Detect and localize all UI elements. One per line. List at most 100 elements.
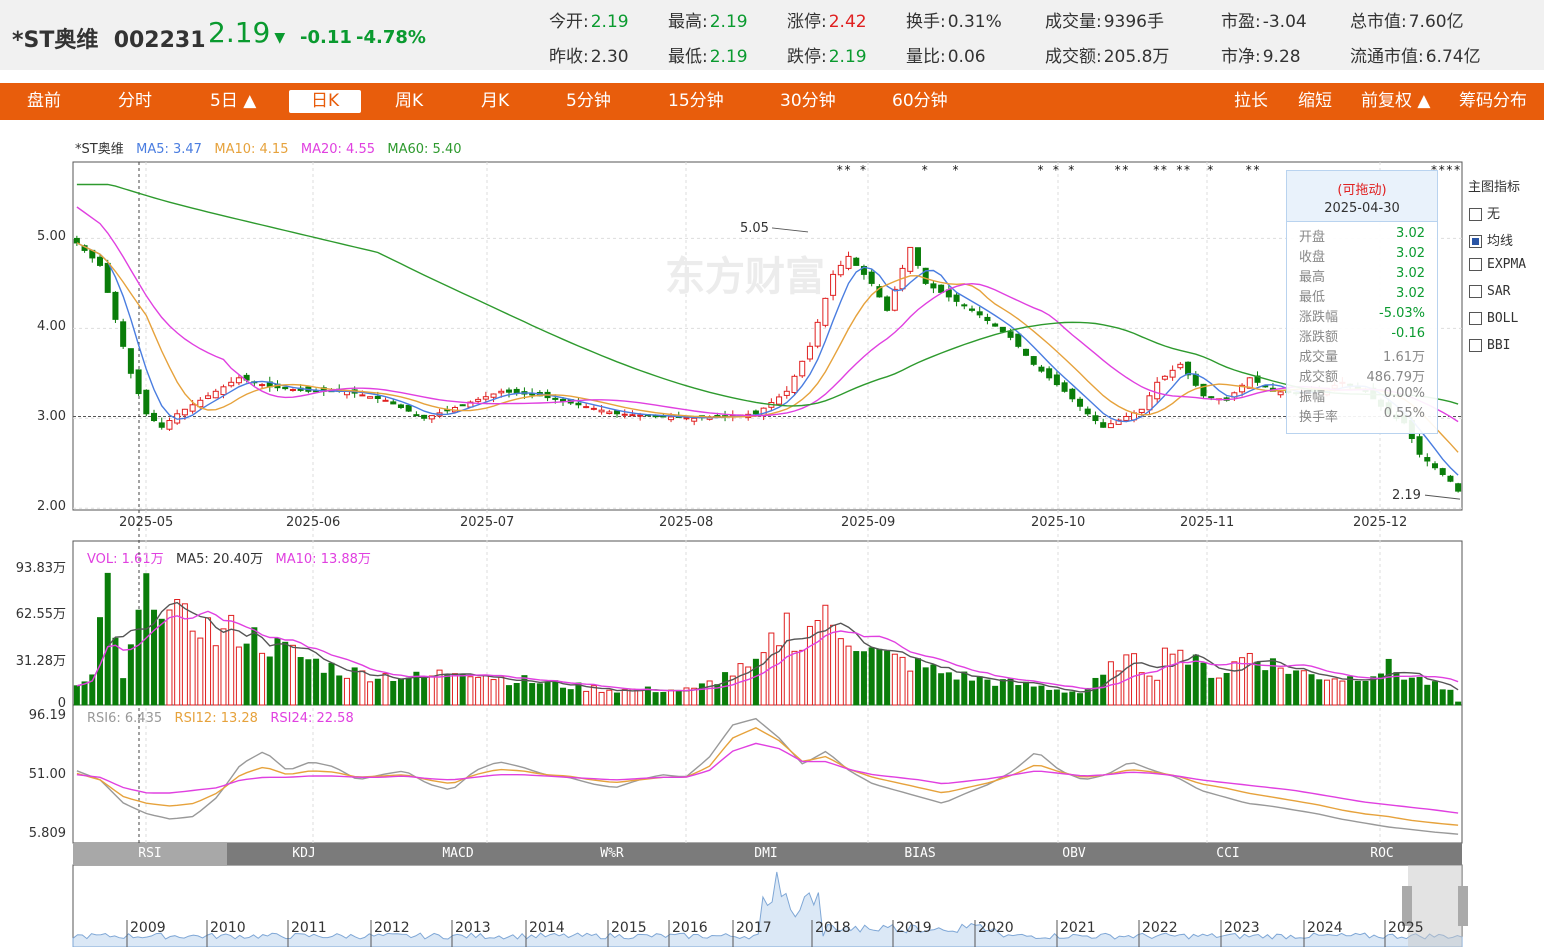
sub-tab-macd[interactable]: MACD <box>442 846 474 861</box>
candle <box>1123 412 1130 423</box>
volume-bar <box>289 644 296 706</box>
sub-tab-bias[interactable]: BIAS <box>904 846 936 861</box>
volume-bar <box>691 687 698 706</box>
volume-bar <box>1061 692 1068 706</box>
tooltip-value: 3.02 <box>1396 226 1425 241</box>
y-tick-label: 2.00 <box>37 499 66 515</box>
sub-tab-cci[interactable]: CCI <box>1216 846 1240 861</box>
indicator-option[interactable]: SAR <box>1469 284 1510 299</box>
indicator-option[interactable]: BOLL <box>1469 311 1518 326</box>
sub-tab-w%r[interactable]: W%R <box>600 846 624 861</box>
sub-tab-kdj[interactable]: KDJ <box>292 846 316 861</box>
tooltip-row: 涨跌幅 -5.03% <box>1299 306 1425 326</box>
indicator-option[interactable]: EXPMA <box>1469 257 1526 272</box>
volume-bar <box>1200 662 1207 706</box>
x-tick-label: 2025-05 <box>119 515 174 530</box>
candle <box>166 417 173 431</box>
volume-bar <box>212 645 219 706</box>
volume-bar <box>837 638 844 706</box>
nav-right-1[interactable]: 缩短 <box>1298 91 1332 111</box>
nav-tab-5[interactable]: 月K <box>481 91 510 111</box>
nav-right-3[interactable]: 筹码分布 <box>1459 91 1527 111</box>
data-tooltip[interactable]: (可拖动) 2025-04-30 开盘 3.02 收盘 3.02 最高 3.02 最低 3.0… <box>1286 170 1438 434</box>
checkbox-icon[interactable] <box>1469 235 1482 248</box>
indicator-label: 无 <box>1487 207 1501 222</box>
sub-tab-obv[interactable]: OBV <box>1062 846 1086 861</box>
event-marker: * <box>1246 163 1252 177</box>
volume-bar <box>706 680 713 706</box>
nav-right-0[interactable]: 拉长 <box>1234 91 1268 111</box>
volume-bar <box>428 675 435 706</box>
candle <box>282 386 289 391</box>
sub-tab-roc[interactable]: ROC <box>1370 846 1394 861</box>
volume-bar <box>830 624 837 706</box>
volume-bar <box>274 637 281 706</box>
nav-tab-4[interactable]: 周K <box>395 91 424 111</box>
event-marker: * <box>860 163 866 177</box>
volume-bar <box>166 609 173 706</box>
checkbox-icon[interactable] <box>1469 312 1482 325</box>
nav-tab-1[interactable]: 分时 <box>118 91 152 111</box>
x-tick-label: 2025-11 <box>1180 515 1235 530</box>
volume-bar <box>614 692 621 706</box>
volume-bar <box>1416 677 1423 706</box>
event-marker: * <box>1122 163 1128 177</box>
candle <box>1254 371 1261 386</box>
volume-bar <box>899 656 906 706</box>
checkbox-icon[interactable] <box>1469 339 1482 352</box>
volume-bar <box>760 652 767 706</box>
nav-tab-8[interactable]: 30分钟 <box>780 91 836 111</box>
vol-ma5-line <box>76 601 1459 693</box>
nav-tab-7[interactable]: 15分钟 <box>668 91 724 111</box>
volume-bar <box>853 651 860 706</box>
candle <box>984 313 991 325</box>
sub-tab-dmi[interactable]: DMI <box>754 846 778 861</box>
volume-bar <box>1269 658 1276 706</box>
overview-year: 2013 <box>455 920 491 936</box>
checkbox-icon[interactable] <box>1469 208 1482 221</box>
overview-year: 2025 <box>1388 920 1424 936</box>
volume-bar <box>1030 686 1037 706</box>
indicator-option[interactable]: 均线 <box>1469 230 1513 249</box>
overview-right-handle[interactable] <box>1458 886 1468 926</box>
y-tick-label: 3.00 <box>37 409 66 425</box>
candle <box>992 322 999 327</box>
checkbox-icon[interactable] <box>1469 258 1482 271</box>
nav-tab-2[interactable]: 5日 ▲ <box>210 91 257 111</box>
quote-field-value: 0.06 <box>947 47 986 67</box>
sub-tab-rsi[interactable]: RSI <box>73 843 227 865</box>
candle <box>97 255 104 267</box>
volume-bar <box>560 687 567 706</box>
indicator-option[interactable]: 无 <box>1469 203 1500 222</box>
volume-bar <box>1277 667 1284 706</box>
quote-field-value: 6.74亿 <box>1425 47 1481 67</box>
candle <box>1277 390 1284 398</box>
overview-window[interactable] <box>1408 865 1462 947</box>
volume-bar <box>1316 679 1323 706</box>
candle <box>390 399 397 405</box>
candle <box>868 268 875 287</box>
volume-bar <box>907 670 914 706</box>
nav-tab-6[interactable]: 5分钟 <box>566 91 611 111</box>
overview-year: 2017 <box>736 920 772 936</box>
nav-tab-9[interactable]: 60分钟 <box>892 91 948 111</box>
volume-bar <box>127 644 134 706</box>
overview-left-handle[interactable] <box>1402 886 1412 926</box>
overview-area <box>72 871 1463 947</box>
volume-bar <box>151 609 158 706</box>
candle <box>120 318 127 349</box>
volume-bar <box>1015 685 1022 706</box>
quote-field-value: 7.60亿 <box>1408 12 1464 32</box>
indicator-option[interactable]: BBI <box>1469 338 1510 353</box>
checkbox-icon[interactable] <box>1469 285 1482 298</box>
candle <box>1100 418 1107 428</box>
nav-tab-0[interactable]: 盘前 <box>27 91 61 111</box>
volume-bar <box>598 691 605 706</box>
nav-right-2[interactable]: 前复权 ▲ <box>1361 91 1431 111</box>
volume-bar <box>1046 689 1053 706</box>
stock-name: *ST奥维 002231 <box>12 28 206 53</box>
legend-ma5: MA5: 3.47 <box>136 142 202 157</box>
volume-bar <box>251 627 258 706</box>
nav-tab-3[interactable]: 日K <box>289 90 362 113</box>
